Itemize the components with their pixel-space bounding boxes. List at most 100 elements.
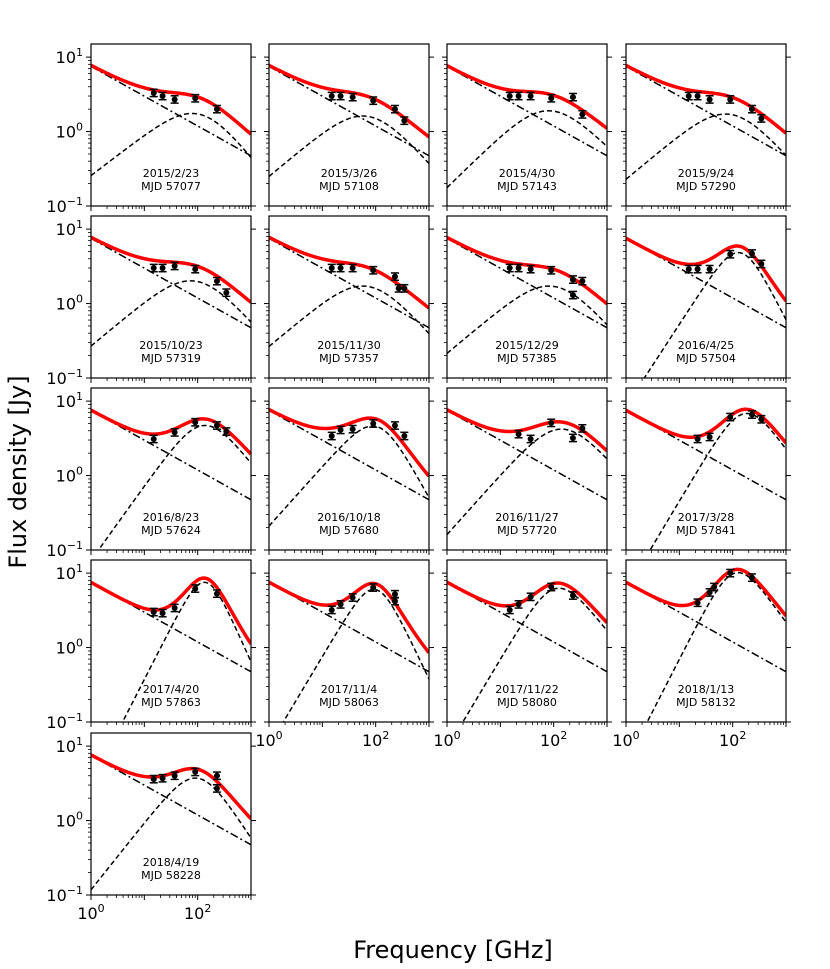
data-point [327,431,336,441]
panel-date-label: 2017/11/4 [321,683,377,696]
data-point [170,771,179,781]
panel-mjd-label: MJD 57357 [319,352,379,365]
data-point [705,95,714,104]
data-point [327,605,336,615]
steep-component-line [626,65,786,157]
data-point [348,263,357,273]
data-point [526,434,535,444]
peaked-component-line [649,412,786,550]
x-tick-label: 102 [719,729,746,750]
panel-mjd-label: MJD 58228 [141,869,201,882]
data-point [726,249,735,259]
data-marker [349,94,356,101]
data-marker [395,285,402,292]
data-point [747,249,756,258]
data-point [505,605,514,615]
y-tick-label: 101 [56,46,83,67]
data-point [369,96,378,106]
panel-ticks [621,228,791,383]
panel-date-label: 2015/9/24 [678,167,734,180]
data-point [578,423,587,433]
data-point [212,784,221,793]
data-marker [213,106,220,113]
data-point [327,263,336,273]
total-model-line [626,567,786,617]
panel-ticks [621,56,791,211]
panel-date-label: 2015/10/23 [139,339,202,352]
steep-component-line [447,409,607,501]
panel-curves [447,580,607,722]
data-marker [391,591,398,598]
total-model-line [91,63,251,136]
peaked-component-line [91,280,251,347]
y-tick-label: 10−1 [46,711,83,732]
steep-component-line [91,754,251,846]
data-marker [527,93,534,100]
y-tick-label: 100 [56,293,83,314]
panel-ticks [264,56,434,211]
panel-frame [446,387,608,551]
data-marker [391,598,398,605]
y-tick-label: 10−1 [46,539,83,560]
data-marker [337,426,344,433]
data-point [369,265,378,275]
data-marker [506,93,513,100]
data-marker [370,267,377,274]
data-marker [758,115,765,122]
data-marker [548,419,555,426]
panel-ticks [86,56,256,211]
panel-curves [91,753,251,891]
peaked-component-line [447,428,607,536]
y-tick-label: 100 [56,637,83,658]
panel-ticks [264,572,434,727]
data-point [390,104,399,114]
data-marker [569,94,576,101]
data-point [348,424,357,434]
data-point [526,91,535,101]
x-tick-label: 100 [612,729,639,750]
data-point [191,584,200,593]
data-marker [328,93,335,100]
panel-curves [91,408,251,550]
panel-mjd-label: MJD 57624 [141,524,201,537]
data-marker [192,585,199,592]
data-point [505,263,514,273]
data-marker [579,278,586,285]
panel-frame [268,215,430,379]
panel-mjd-label: MJD 58063 [319,696,379,709]
panel-curves [447,235,607,354]
data-marker [527,266,534,273]
peaked-component-line [97,424,251,550]
panel-frame [90,215,252,379]
data-marker [711,584,718,591]
steep-component-line [91,581,251,673]
data-point [222,288,231,298]
total-model-line [626,407,786,445]
panel-ticks [442,228,612,383]
total-model-line [447,235,607,306]
data-point [526,264,535,274]
panel-date-label: 2017/3/28 [678,511,734,524]
data-point [158,608,167,618]
data-marker [192,768,199,775]
panel-curves [626,63,786,180]
data-point [149,263,158,273]
data-marker [337,265,344,272]
data-marker [748,411,755,418]
data-marker [213,422,220,429]
data-marker [569,276,576,283]
data-point [336,91,345,101]
data-point [726,95,735,104]
data-marker [401,285,408,292]
panel-mjd-label: MJD 57143 [497,180,557,193]
data-point [336,599,345,609]
data-marker [758,416,765,423]
panel-mjd-label: MJD 57504 [676,352,736,365]
